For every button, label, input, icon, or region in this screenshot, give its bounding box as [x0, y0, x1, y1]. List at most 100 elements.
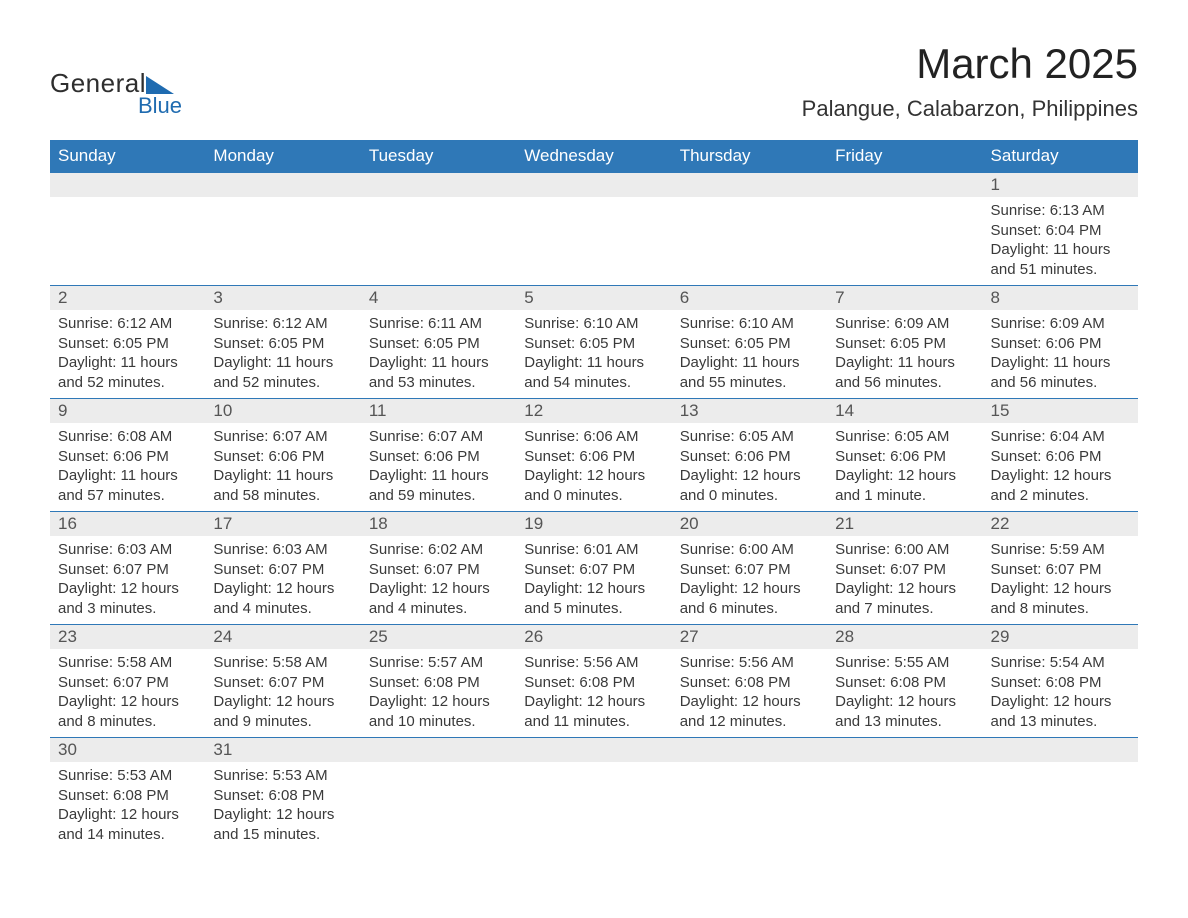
sunrise: Sunrise: 5:53 AM: [213, 766, 352, 786]
sunrise-value: 5:57 AM: [428, 654, 483, 671]
sunset: Sunset: 6:07 PM: [835, 560, 974, 580]
sunrise: Sunrise: 5:58 AM: [213, 653, 352, 673]
sunset: Sunset: 6:07 PM: [369, 560, 508, 580]
day-number: 3: [205, 286, 360, 310]
daylight: Daylight: 12 hours and 4 minutes.: [369, 579, 508, 618]
sunset: Sunset: 6:05 PM: [524, 334, 663, 354]
day-number: 13: [672, 399, 827, 423]
daylight: Daylight: 12 hours and 11 minutes.: [524, 692, 663, 731]
sunrise: Sunrise: 6:05 AM: [835, 427, 974, 447]
calendar-day: 16 Sunrise: 6:03 AMSunset: 6:07 PMDayligh…: [50, 512, 205, 625]
day-number: 28: [827, 625, 982, 649]
day-body: Sunrise: 5:57 AMSunset: 6:08 PMDaylight:…: [361, 649, 516, 737]
sunset-label: Sunset:: [213, 448, 268, 465]
sunrise: Sunrise: 5:59 AM: [991, 540, 1130, 560]
daylight-label: Daylight:: [58, 354, 121, 371]
day-number: 16: [50, 512, 205, 536]
sunrise-value: 5:58 AM: [117, 654, 172, 671]
sunrise-value: 5:59 AM: [1050, 541, 1105, 558]
daylight: Daylight: 12 hours and 5 minutes.: [524, 579, 663, 618]
daylight-label: Daylight:: [835, 467, 898, 484]
calendar-day: 12Sunrise: 6:06 AMSunset: 6:06 PMDayligh…: [516, 399, 671, 512]
weekday-header: Saturday: [983, 140, 1138, 173]
day-body: Sunrise: 6:08 AMSunset: 6:06 PMDaylight:…: [50, 423, 205, 511]
sunrise-label: Sunrise:: [680, 428, 739, 445]
sunrise-label: Sunrise:: [58, 428, 117, 445]
weekday-header-row: SundayMondayTuesdayWednesdayThursdayFrid…: [50, 140, 1138, 173]
daylight-label: Daylight:: [58, 806, 121, 823]
day-body: Sunrise: 5:56 AMSunset: 6:08 PMDaylight:…: [516, 649, 671, 737]
sunset: Sunset: 6:06 PM: [991, 334, 1130, 354]
day-body: Sunrise: 6:12 AMSunset: 6:05 PMDaylight:…: [205, 310, 360, 398]
day-number: 22: [983, 512, 1138, 536]
day-number: 24: [205, 625, 360, 649]
sunset-label: Sunset:: [524, 335, 579, 352]
daylight-label: Daylight:: [369, 580, 432, 597]
calendar-table: SundayMondayTuesdayWednesdayThursdayFrid…: [50, 140, 1138, 850]
day-body: Sunrise: 6:06 AMSunset: 6:06 PMDaylight:…: [516, 423, 671, 511]
weekday-header: Sunday: [50, 140, 205, 173]
daylight-label: Daylight:: [524, 693, 587, 710]
sunset-value: 6:08 PM: [424, 674, 480, 691]
calendar-day: 11Sunrise: 6:07 AMSunset: 6:06 PMDayligh…: [361, 399, 516, 512]
sunset: Sunset: 6:06 PM: [991, 447, 1130, 467]
brand-main: General: [50, 68, 146, 99]
sunrise-label: Sunrise:: [991, 202, 1050, 219]
day-body: [516, 197, 671, 275]
daylight: Daylight: 11 hours and 53 minutes.: [369, 353, 508, 392]
sunset-label: Sunset:: [524, 561, 579, 578]
day-body: Sunrise: 5:54 AMSunset: 6:08 PMDaylight:…: [983, 649, 1138, 737]
sunset: Sunset: 6:05 PM: [680, 334, 819, 354]
daylight-label: Daylight:: [991, 580, 1054, 597]
day-number: 29: [983, 625, 1138, 649]
sunrise: Sunrise: 6:03 AM: [58, 540, 197, 560]
day-number: [361, 738, 516, 762]
calendar-day: 31Sunrise: 5:53 AMSunset: 6:08 PMDayligh…: [205, 738, 360, 851]
brand-sub: Blue: [138, 93, 182, 119]
sunset: Sunset: 6:07 PM: [680, 560, 819, 580]
sunset-value: 6:05 PM: [735, 335, 791, 352]
sunrise: Sunrise: 6:04 AM: [991, 427, 1130, 447]
day-body: [361, 197, 516, 275]
day-number: 8: [983, 286, 1138, 310]
calendar-day: 5Sunrise: 6:10 AMSunset: 6:05 PMDaylight…: [516, 286, 671, 399]
sunrise-label: Sunrise:: [680, 541, 739, 558]
sunset-value: 6:04 PM: [1046, 222, 1102, 239]
sunrise: Sunrise: 5:56 AM: [524, 653, 663, 673]
sunset: Sunset: 6:05 PM: [835, 334, 974, 354]
sunrise-value: 5:55 AM: [894, 654, 949, 671]
daylight: Daylight: 12 hours and 1 minute.: [835, 466, 974, 505]
sunrise-label: Sunrise:: [213, 315, 272, 332]
weekday-header: Monday: [205, 140, 360, 173]
sunrise-label: Sunrise:: [369, 315, 428, 332]
daylight: Daylight: 12 hours and 3 minutes.: [58, 579, 197, 618]
day-body: Sunrise: 6:12 AMSunset: 6:05 PMDaylight:…: [50, 310, 205, 398]
sunrise-label: Sunrise:: [991, 315, 1050, 332]
daylight: Daylight: 11 hours and 52 minutes.: [213, 353, 352, 392]
calendar-empty: [516, 173, 671, 286]
day-number: 1: [983, 173, 1138, 197]
sunset-label: Sunset:: [835, 335, 890, 352]
sunset: Sunset: 6:06 PM: [524, 447, 663, 467]
sunset-value: 6:07 PM: [735, 561, 791, 578]
sunset: Sunset: 6:07 PM: [58, 560, 197, 580]
day-body: [983, 762, 1138, 840]
sunset-value: 6:06 PM: [1046, 448, 1102, 465]
day-body: Sunrise: 5:53 AMSunset: 6:08 PMDaylight:…: [205, 762, 360, 850]
day-body: [516, 762, 671, 840]
sunset-label: Sunset:: [369, 335, 424, 352]
location-text: Palangue, Calabarzon, Philippines: [802, 96, 1138, 122]
day-number: 17: [205, 512, 360, 536]
sunrise-label: Sunrise:: [369, 654, 428, 671]
sunset-label: Sunset:: [991, 448, 1046, 465]
daylight: Daylight: 11 hours and 52 minutes.: [58, 353, 197, 392]
day-body: Sunrise: 5:59 AMSunset: 6:07 PMDaylight:…: [983, 536, 1138, 624]
calendar-day: 3Sunrise: 6:12 AMSunset: 6:05 PMDaylight…: [205, 286, 360, 399]
sunrise-value: 6:00 AM: [894, 541, 949, 558]
sunset: Sunset: 6:08 PM: [58, 786, 197, 806]
day-body: Sunrise: 6:05 AMSunset: 6:06 PMDaylight:…: [827, 423, 982, 511]
sunset-value: 6:06 PM: [1046, 335, 1102, 352]
sunset-value: 6:06 PM: [113, 448, 169, 465]
daylight: Daylight: 12 hours and 13 minutes.: [835, 692, 974, 731]
calendar-day: 20Sunrise: 6:00 AMSunset: 6:07 PMDayligh…: [672, 512, 827, 625]
